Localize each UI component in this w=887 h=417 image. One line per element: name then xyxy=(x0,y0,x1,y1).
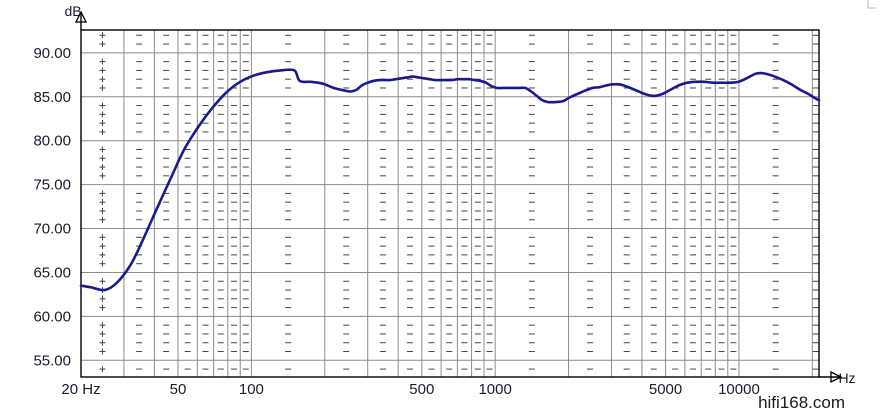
svg-text:10000: 10000 xyxy=(718,381,760,398)
svg-text:55.00: 55.00 xyxy=(33,352,71,369)
svg-text:50: 50 xyxy=(170,381,187,398)
svg-text:1000: 1000 xyxy=(478,381,511,398)
svg-text:20 Hz: 20 Hz xyxy=(61,381,100,398)
svg-text:5000: 5000 xyxy=(649,381,682,398)
svg-text:75.00: 75.00 xyxy=(33,177,71,194)
svg-text:500: 500 xyxy=(409,381,434,398)
svg-text:100: 100 xyxy=(239,381,264,398)
svg-text:85.00: 85.00 xyxy=(33,89,71,106)
svg-text:60.00: 60.00 xyxy=(33,308,71,325)
svg-text:90.00: 90.00 xyxy=(33,45,71,62)
svg-text:80.00: 80.00 xyxy=(33,133,71,150)
svg-text:Hz: Hz xyxy=(838,370,855,386)
svg-text:70.00: 70.00 xyxy=(33,221,71,238)
svg-text:hifi168.com: hifi168.com xyxy=(758,393,845,412)
svg-text:65.00: 65.00 xyxy=(33,264,71,281)
